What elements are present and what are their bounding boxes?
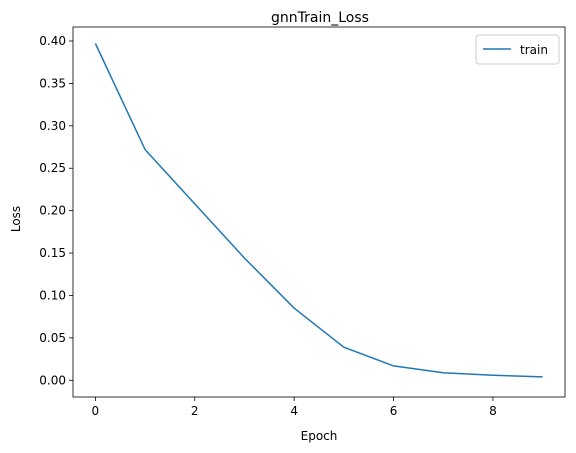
plot-area [94,43,543,378]
y-tick-label: 0.05 [39,331,66,345]
legend-box [475,34,560,65]
y-axis-label: Loss [9,206,23,232]
x-tick-label: 4 [290,404,298,418]
y-tick-label: 0.35 [39,76,66,90]
x-tick-label: 8 [489,404,497,418]
legend-label-train: train [520,43,548,57]
legend: train [475,34,560,65]
x-axis-label: Epoch [301,429,338,443]
series-line-train [94,43,543,378]
y-tick-label: 0.10 [39,288,66,302]
x-axis: 0 2 4 6 8 [92,397,497,418]
x-tick-label: 6 [390,404,398,418]
chart-title: gnnTrain_Loss [271,10,369,26]
y-tick-label: 0.20 [39,204,66,218]
y-tick-label: 0.30 [39,119,66,133]
y-axis: 0.00 0.05 0.10 0.15 0.20 0.25 0.30 0.35 0.40 [39,34,73,387]
plot-frame [72,26,566,398]
x-tick-label: 0 [92,404,100,418]
y-tick-label: 0.00 [39,373,66,387]
y-tick-label: 0.40 [39,34,66,48]
y-tick-label: 0.15 [39,246,66,260]
y-tick-label: 0.25 [39,161,66,175]
x-tick-label: 2 [191,404,199,418]
